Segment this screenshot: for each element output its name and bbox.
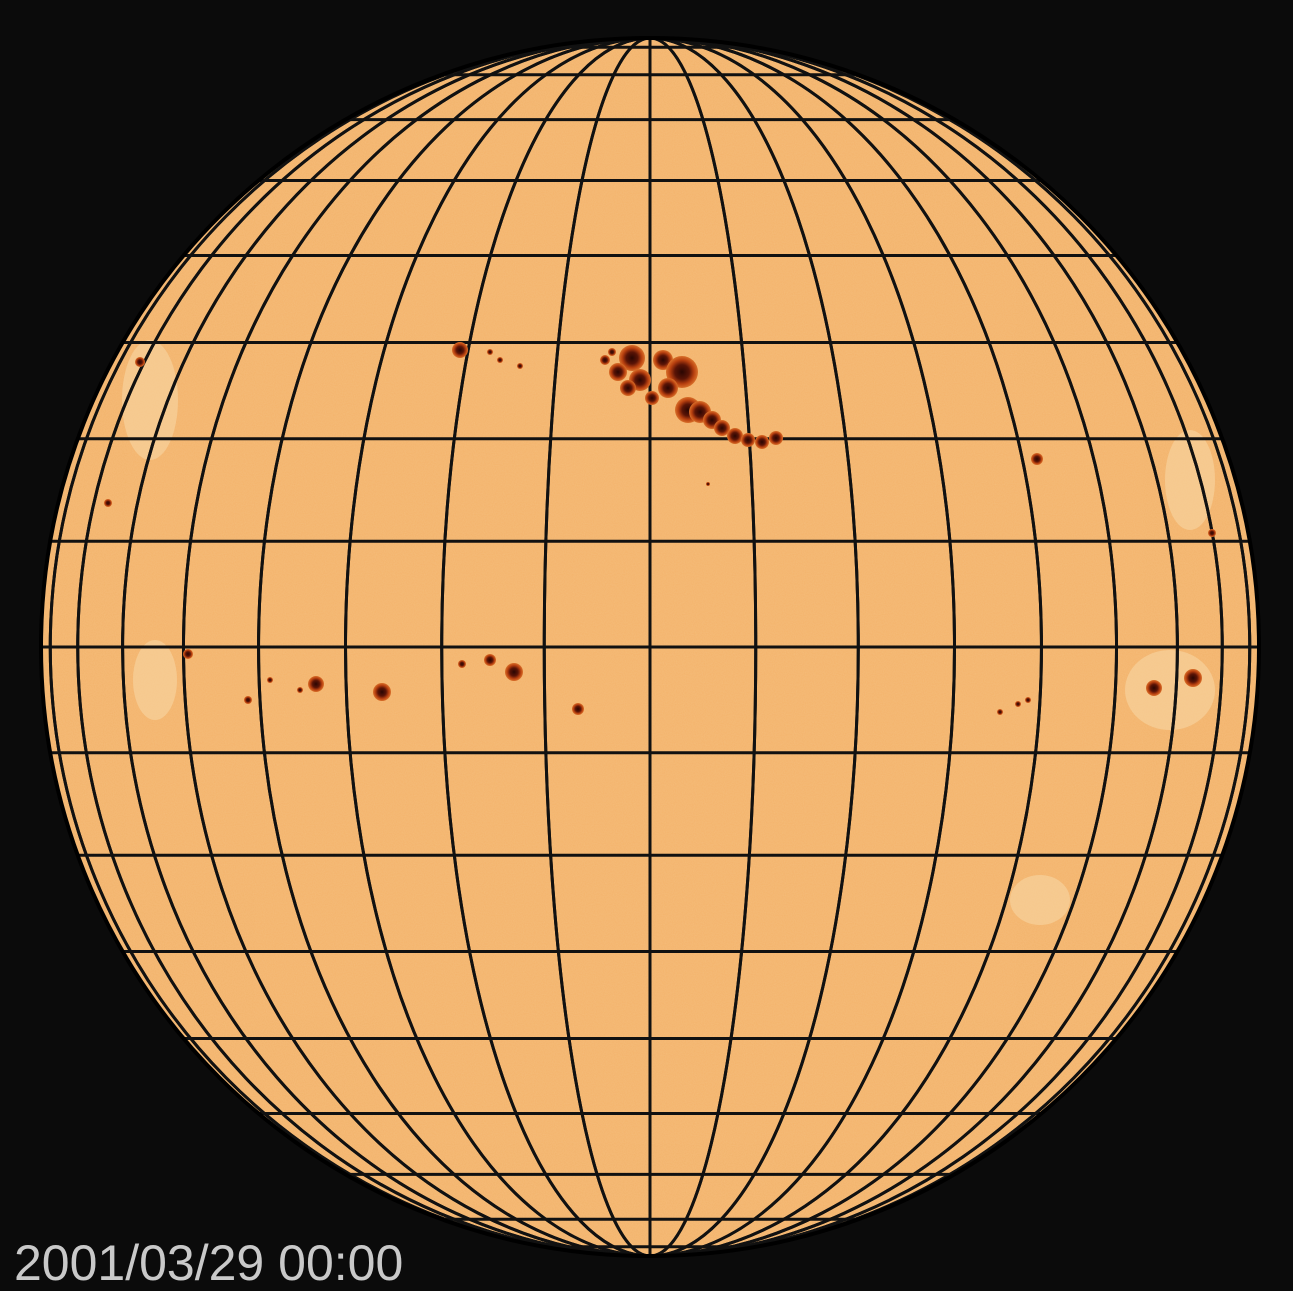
sunspot [1184,669,1202,687]
sunspot [620,380,636,396]
sunspot [600,355,610,365]
sunspot [1031,453,1043,465]
sunspot [645,391,659,405]
sunspot [714,420,730,436]
sunspot [497,357,503,363]
sunspot [1025,697,1031,703]
sunspot [487,349,493,355]
sunspot [484,654,496,666]
sunspot [135,357,145,367]
sunspots [104,342,1216,715]
faculae [122,340,1215,925]
sunspot [452,342,468,358]
sunspot [1208,529,1216,537]
observation-timestamp: 2001/03/29 00:00 [14,1235,404,1291]
sunspot [619,345,645,371]
sunspot [505,663,523,681]
sunspot [1015,701,1021,707]
sunspot [458,660,466,668]
sunspot [104,499,112,507]
heliographic-grid [41,38,1259,1256]
sunspot [517,363,523,369]
sunspot [658,378,678,398]
sunspot [373,683,391,701]
sunspot [308,676,324,692]
sunspot [267,677,273,683]
sunspot [1146,680,1162,696]
sunspot [244,696,252,704]
sunspot [755,435,769,449]
sunspot [572,703,584,715]
sunspot [741,433,755,447]
sunspot [997,709,1003,715]
sunspot [297,687,303,693]
sunspot [769,431,783,445]
sunspot [183,649,193,659]
sunspot [706,482,710,486]
sunspot [608,348,616,356]
sunspot [727,428,743,444]
sunspot [609,363,627,381]
